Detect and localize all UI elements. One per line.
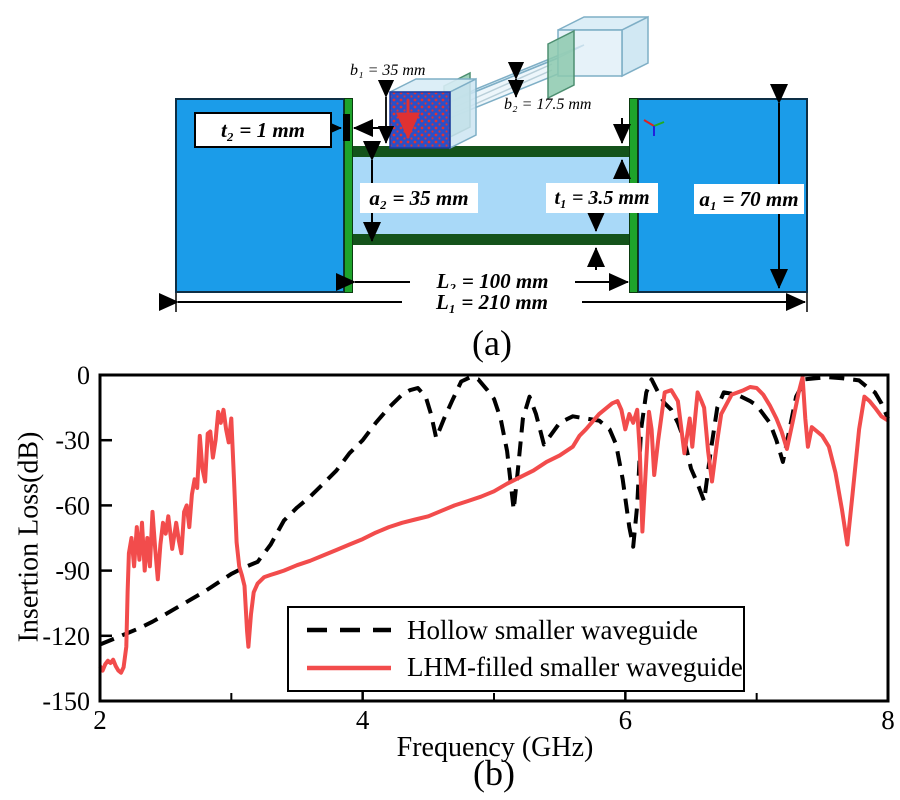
y-tick-label: -120: [42, 622, 90, 651]
top-wall-bar: [353, 146, 629, 157]
y-tick-label: -150: [42, 687, 90, 716]
caption-a: (a): [472, 323, 512, 363]
x-tick-label: 4: [356, 705, 370, 735]
y-tick-label: -90: [55, 557, 90, 586]
x-tick-label: 2: [93, 705, 107, 735]
t1-dimension-label: t₁ = 3.5 mm: [546, 183, 658, 213]
x-tick-label: 8: [881, 705, 895, 735]
x-tick-label: 6: [619, 705, 633, 735]
plot-frame: [98, 373, 890, 703]
diagram-annotations: [159, 15, 808, 312]
legend-label: Hollow smaller waveguide: [407, 614, 698, 645]
b2-dimension-label: b₂ = 17.5 mm: [504, 96, 592, 113]
caption-b: (b): [473, 753, 515, 793]
a1-dimension-label: a₁ = 70 mm: [694, 184, 804, 214]
chart-legend: Hollow smaller waveguide LHM-filled smal…: [287, 606, 745, 692]
y-axis-label: Insertion Loss(dB): [13, 431, 45, 643]
t2-dimension-label: t₂ = 1 mm: [194, 112, 332, 148]
left-transition-plate: [344, 98, 353, 293]
L1-dimension-label: L₁ = 210 mm: [402, 289, 582, 316]
series-hollow: [99, 375, 890, 647]
dashed-line-sample: [307, 627, 391, 633]
solid-line-sample: [307, 665, 391, 671]
y-tick-label: 0: [77, 361, 90, 390]
y-tick-label: -60: [55, 491, 90, 520]
legend-item-hollow: Hollow smaller waveguide: [289, 615, 743, 646]
y-tick-label: -30: [55, 426, 90, 455]
a2-dimension-label: a₂ = 35 mm: [360, 183, 478, 213]
x-axis-label: Frequency (GHz): [396, 732, 594, 763]
coordinate-axes-icon: [643, 119, 665, 136]
bottom-wall-bar: [353, 234, 629, 245]
legend-label: LHM-filled smaller waveguide: [407, 652, 743, 683]
b1-dimension-label: b₁ = 35 mm: [350, 62, 426, 79]
legend-item-lhm: LHM-filled smaller waveguide: [289, 652, 743, 683]
series-lhm: [98, 375, 890, 675]
waveguide-3d-inset: [377, 15, 665, 150]
